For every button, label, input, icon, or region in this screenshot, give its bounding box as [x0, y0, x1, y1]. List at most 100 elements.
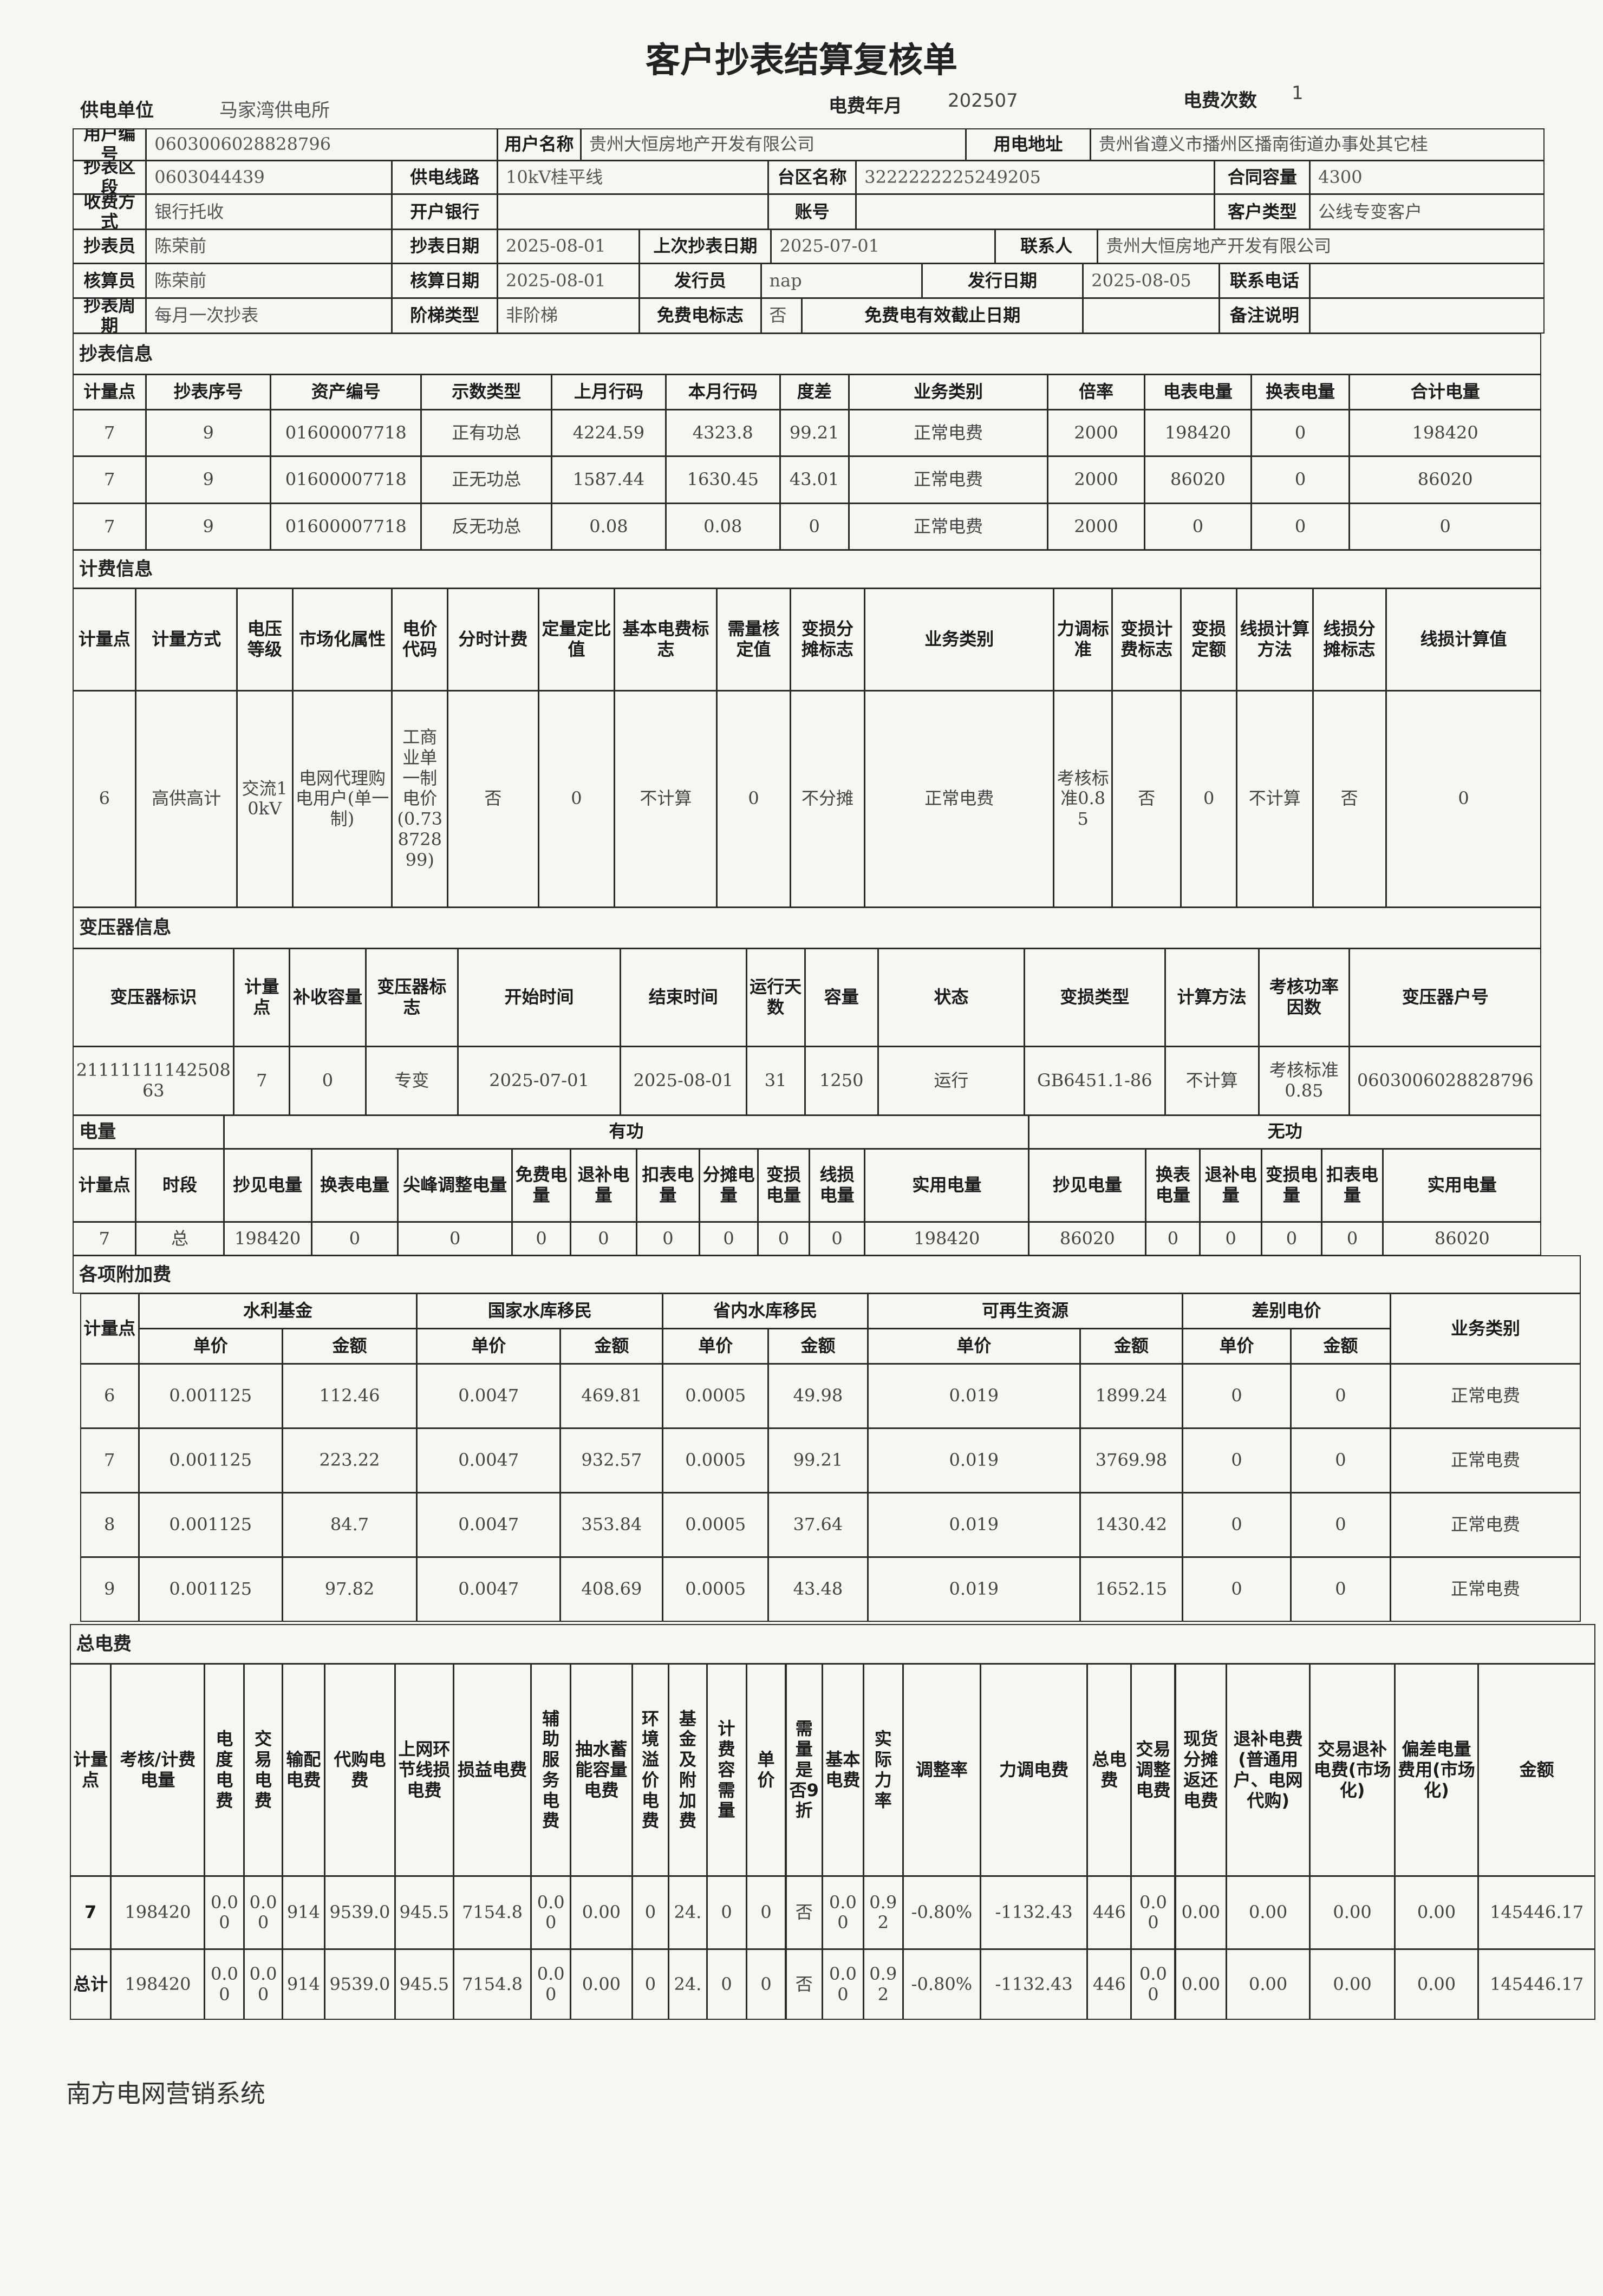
- data-cell: 0: [631, 1949, 669, 2020]
- info-cell: 否: [760, 298, 803, 334]
- header-cell: 金额: [282, 1328, 418, 1365]
- header-cell: 计量点: [69, 1664, 112, 1877]
- header-cell: 扣表电量: [1321, 1148, 1384, 1222]
- data-cell: 不计算: [614, 690, 718, 908]
- data-cell: 4224.59: [551, 409, 666, 457]
- info-cell: 贵州省遵义市播州区播南街道办事处其它桂: [1090, 128, 1545, 161]
- info-cell: 抄表周期: [73, 298, 147, 334]
- data-cell: 446: [1087, 1876, 1132, 1950]
- count-label: 电费次数: [1183, 90, 1257, 112]
- header-cell: 倍率: [1047, 374, 1145, 410]
- header-cell: 上网环节线损电费: [394, 1664, 454, 1877]
- data-cell: 考核标准0.85: [1258, 1046, 1350, 1116]
- header-cell: 免费电量: [512, 1148, 571, 1222]
- data-cell: 9: [146, 409, 271, 457]
- data-cell: 0.019: [867, 1492, 1080, 1557]
- data-cell: 2111111114250863: [73, 1046, 234, 1116]
- data-cell: 0: [716, 690, 791, 908]
- data-cell: 198420: [223, 1222, 312, 1256]
- info-cell: 客户类型: [1214, 194, 1311, 230]
- data-cell: 9539.0: [324, 1949, 395, 2020]
- footer: 南方电网营销系统: [66, 2079, 265, 2108]
- header-cell: 基金及附加费: [668, 1664, 707, 1877]
- header-cell: 时段: [135, 1148, 224, 1222]
- data-cell: 0: [746, 1949, 786, 2020]
- data-cell: 0: [758, 1222, 810, 1256]
- data-cell: 408.69: [560, 1556, 663, 1622]
- data-cell: 总: [135, 1222, 224, 1256]
- data-cell: 0: [699, 1222, 759, 1256]
- header-cell: 变损定额: [1181, 588, 1237, 691]
- data-cell: 7: [233, 1046, 290, 1116]
- data-cell: 正常电费: [848, 456, 1048, 504]
- data-cell: 0.001125: [138, 1556, 283, 1622]
- info-cell: 公线专变客户: [1309, 194, 1545, 230]
- data-cell: 99.21: [768, 1428, 868, 1493]
- data-cell: 1630.45: [665, 456, 780, 504]
- data-cell: 交流10kV: [236, 690, 293, 908]
- data-cell: 否: [785, 1949, 823, 2020]
- data-cell: 945.5: [394, 1949, 454, 2020]
- data-cell: 0.08: [665, 503, 780, 551]
- data-cell: 0: [746, 1876, 786, 1950]
- header-cell: 市场化属性: [292, 588, 393, 691]
- data-cell: 0: [1144, 503, 1252, 551]
- header-cell: 金额: [1478, 1664, 1596, 1877]
- header-cell: 状态: [877, 948, 1025, 1047]
- count: 1: [1292, 82, 1304, 104]
- data-cell: 914: [282, 1876, 325, 1950]
- data-cell: 0.0005: [662, 1556, 769, 1622]
- header-cell: 单价: [416, 1328, 561, 1365]
- data-cell: 0.00: [531, 1949, 571, 2020]
- data-cell: 0603006028828796: [1349, 1046, 1542, 1116]
- supply-unit-label: 供电单位: [80, 100, 154, 121]
- info-cell: 核算员: [73, 263, 147, 299]
- header-cell: 定量定比值: [538, 588, 615, 691]
- data-cell: 0: [1251, 503, 1350, 551]
- data-cell: 0: [1145, 1222, 1201, 1256]
- data-cell: 0: [512, 1222, 571, 1256]
- info-cell: 发行日期: [921, 263, 1084, 299]
- data-cell: 4323.8: [665, 409, 780, 457]
- data-cell: 01600007718: [270, 409, 422, 457]
- header-cell: 需量是否9折: [785, 1664, 823, 1877]
- header-cell: 线损分摊标志: [1312, 588, 1386, 691]
- data-cell: 专变: [365, 1046, 459, 1116]
- header-cell: 金额: [560, 1328, 663, 1365]
- header-cell: 可再生资源: [867, 1293, 1183, 1329]
- data-cell: 8: [80, 1492, 139, 1557]
- info-cell: 2025-08-05: [1083, 263, 1220, 299]
- header-cell: 业务类别: [848, 374, 1048, 410]
- data-cell: 否: [1312, 690, 1386, 908]
- data-cell: 0.00: [204, 1949, 245, 2020]
- data-cell: 99.21: [779, 409, 849, 457]
- header-cell: 基本电费标志: [614, 588, 718, 691]
- data-cell: 31: [746, 1046, 805, 1116]
- data-cell: 正常电费: [1390, 1556, 1581, 1622]
- info-cell: 用户名称: [497, 128, 582, 161]
- data-cell: 0: [1181, 690, 1237, 908]
- data-cell: 0.00: [1309, 1876, 1395, 1950]
- data-cell: 0.0047: [416, 1364, 561, 1429]
- header-cell: 计量点: [73, 1148, 136, 1222]
- data-cell: 0: [570, 1222, 637, 1256]
- data-cell: 0: [1251, 456, 1350, 504]
- info-cell: 银行托收: [146, 194, 393, 230]
- data-cell: 198420: [864, 1222, 1029, 1256]
- data-cell: 不计算: [1164, 1046, 1259, 1116]
- data-cell: 9: [146, 503, 271, 551]
- info-cell: [1309, 263, 1545, 299]
- data-cell: 0.00: [204, 1876, 245, 1950]
- data-cell: 01600007718: [270, 503, 422, 551]
- info-cell: 供电线路: [392, 160, 498, 195]
- header-cell: 变损类型: [1024, 948, 1165, 1047]
- header-cell: 退补电量: [570, 1148, 637, 1222]
- data-cell: 7: [73, 456, 147, 504]
- header-cell: 变压器标志: [365, 948, 459, 1047]
- data-cell: 0.00: [822, 1876, 864, 1950]
- data-cell: 3769.98: [1079, 1428, 1183, 1493]
- info-cell: 发行员: [639, 263, 761, 299]
- data-cell: 1587.44: [551, 456, 666, 504]
- data-cell: 否: [785, 1876, 823, 1950]
- header-cell: 业务类别: [864, 588, 1054, 691]
